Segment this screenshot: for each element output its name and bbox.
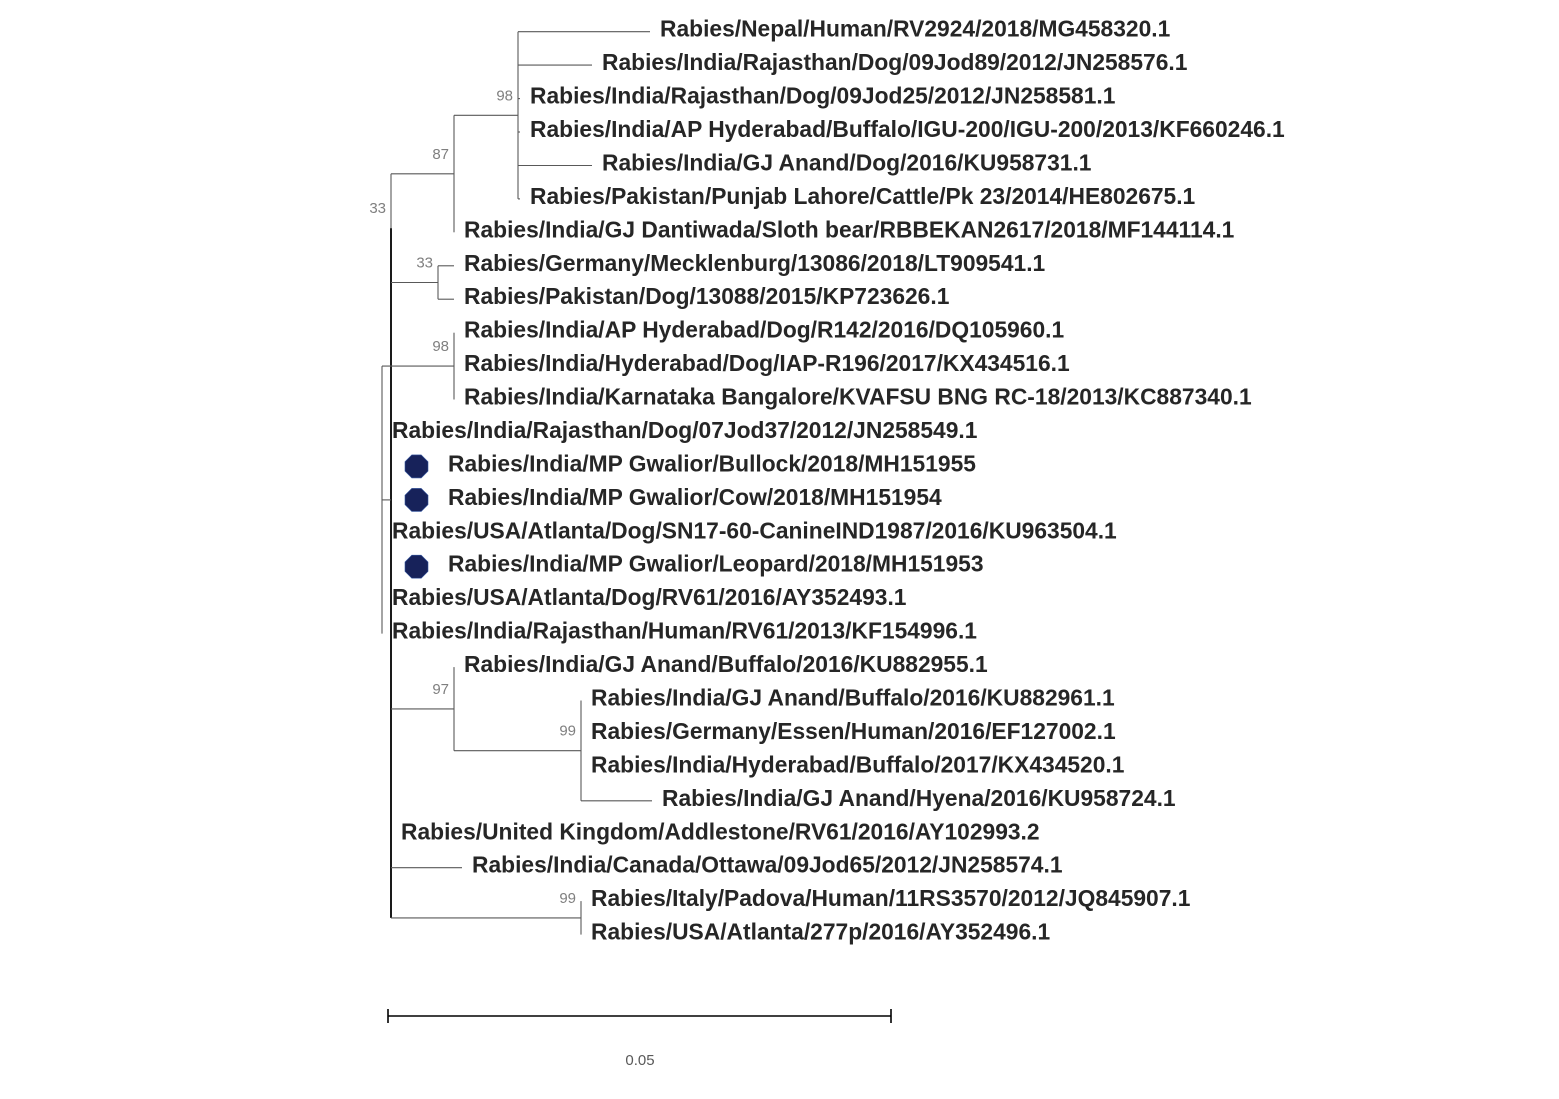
svg-text:Rabies/United Kingdom/Addlesto: Rabies/United Kingdom/Addlestone/RV61/20… xyxy=(401,818,1040,844)
svg-text:33: 33 xyxy=(369,200,386,217)
svg-text:Rabies/India/GJ Anand/Buffalo/: Rabies/India/GJ Anand/Buffalo/2016/KU882… xyxy=(591,685,1115,711)
svg-text:98: 98 xyxy=(432,338,449,355)
svg-text:Rabies/Germany/Mecklenburg/130: Rabies/Germany/Mecklenburg/13086/2018/LT… xyxy=(464,250,1046,276)
svg-text:Rabies/India/AP Hyderabad/Dog/: Rabies/India/AP Hyderabad/Dog/R142/2016/… xyxy=(464,317,1064,343)
svg-text:99: 99 xyxy=(559,723,576,740)
svg-text:Rabies/India/GJ Anand/Hyena/20: Rabies/India/GJ Anand/Hyena/2016/KU95872… xyxy=(662,785,1176,811)
svg-text:97: 97 xyxy=(432,681,449,698)
svg-text:Rabies/India/Hyderabad/Dog/IAP: Rabies/India/Hyderabad/Dog/IAP-R196/2017… xyxy=(464,350,1070,376)
svg-text:Rabies/India/AP Hyderabad/Buff: Rabies/India/AP Hyderabad/Buffalo/IGU-20… xyxy=(530,116,1285,142)
svg-text:Rabies/USA/Atlanta/Dog/RV61/20: Rabies/USA/Atlanta/Dog/RV61/2016/AY35249… xyxy=(392,584,907,610)
svg-text:99: 99 xyxy=(559,890,576,907)
svg-text:33: 33 xyxy=(416,255,433,272)
svg-text:Rabies/India/GJ Anand/Buffalo/: Rabies/India/GJ Anand/Buffalo/2016/KU882… xyxy=(464,651,988,677)
svg-text:Rabies/India/Rajasthan/Dog/09J: Rabies/India/Rajasthan/Dog/09Jod25/2012/… xyxy=(530,83,1116,109)
svg-text:Rabies/India/Hyderabad/Buffalo: Rabies/India/Hyderabad/Buffalo/2017/KX43… xyxy=(591,751,1125,777)
svg-text:Rabies/India/Rajasthan/Dog/07J: Rabies/India/Rajasthan/Dog/07Jod37/2012/… xyxy=(392,417,978,443)
svg-text:Rabies/Pakistan/Punjab Lahore/: Rabies/Pakistan/Punjab Lahore/Cattle/Pk … xyxy=(530,183,1196,209)
svg-text:Rabies/India/MP Gwalior/Leopar: Rabies/India/MP Gwalior/Leopard/2018/MH1… xyxy=(448,551,984,577)
svg-text:Rabies/India/MP Gwalior/Cow/20: Rabies/India/MP Gwalior/Cow/2018/MH15195… xyxy=(448,484,942,510)
svg-text:Rabies/India/Rajasthan/Human/R: Rabies/India/Rajasthan/Human/RV61/2013/K… xyxy=(392,618,977,644)
svg-text:87: 87 xyxy=(432,146,449,163)
svg-text:Rabies/USA/Atlanta/277p/2016/A: Rabies/USA/Atlanta/277p/2016/AY352496.1 xyxy=(591,919,1050,945)
svg-text:Rabies/USA/Atlanta/Dog/SN17-60: Rabies/USA/Atlanta/Dog/SN17-60-CanineIND… xyxy=(392,517,1117,543)
svg-text:Rabies/Nepal/Human/RV2924/2018: Rabies/Nepal/Human/RV2924/2018/MG458320.… xyxy=(660,16,1171,42)
svg-text:Rabies/India/Canada/Ottawa/09J: Rabies/India/Canada/Ottawa/09Jod65/2012/… xyxy=(472,852,1063,878)
svg-text:Rabies/India/Karnataka Bangalo: Rabies/India/Karnataka Bangalore/KVAFSU … xyxy=(464,384,1252,410)
svg-text:Rabies/India/MP Gwalior/Bulloc: Rabies/India/MP Gwalior/Bullock/2018/MH1… xyxy=(448,450,976,476)
svg-text:Rabies/India/GJ Anand/Dog/2016: Rabies/India/GJ Anand/Dog/2016/KU958731.… xyxy=(602,150,1092,176)
svg-text:98: 98 xyxy=(496,87,513,104)
svg-text:Rabies/India/GJ Dantiwada/Slot: Rabies/India/GJ Dantiwada/Sloth bear/RBB… xyxy=(464,216,1235,242)
svg-text:Rabies/Germany/Essen/Human/201: Rabies/Germany/Essen/Human/2016/EF127002… xyxy=(591,718,1116,744)
svg-text:Rabies/Italy/Padova/Human/11RS: Rabies/Italy/Padova/Human/11RS3570/2012/… xyxy=(591,885,1191,911)
svg-text:0.05: 0.05 xyxy=(625,1052,654,1069)
svg-text:Rabies/Pakistan/Dog/13088/2015: Rabies/Pakistan/Dog/13088/2015/KP723626.… xyxy=(464,283,950,309)
svg-text:Rabies/India/Rajasthan/Dog/09J: Rabies/India/Rajasthan/Dog/09Jod89/2012/… xyxy=(602,49,1188,75)
